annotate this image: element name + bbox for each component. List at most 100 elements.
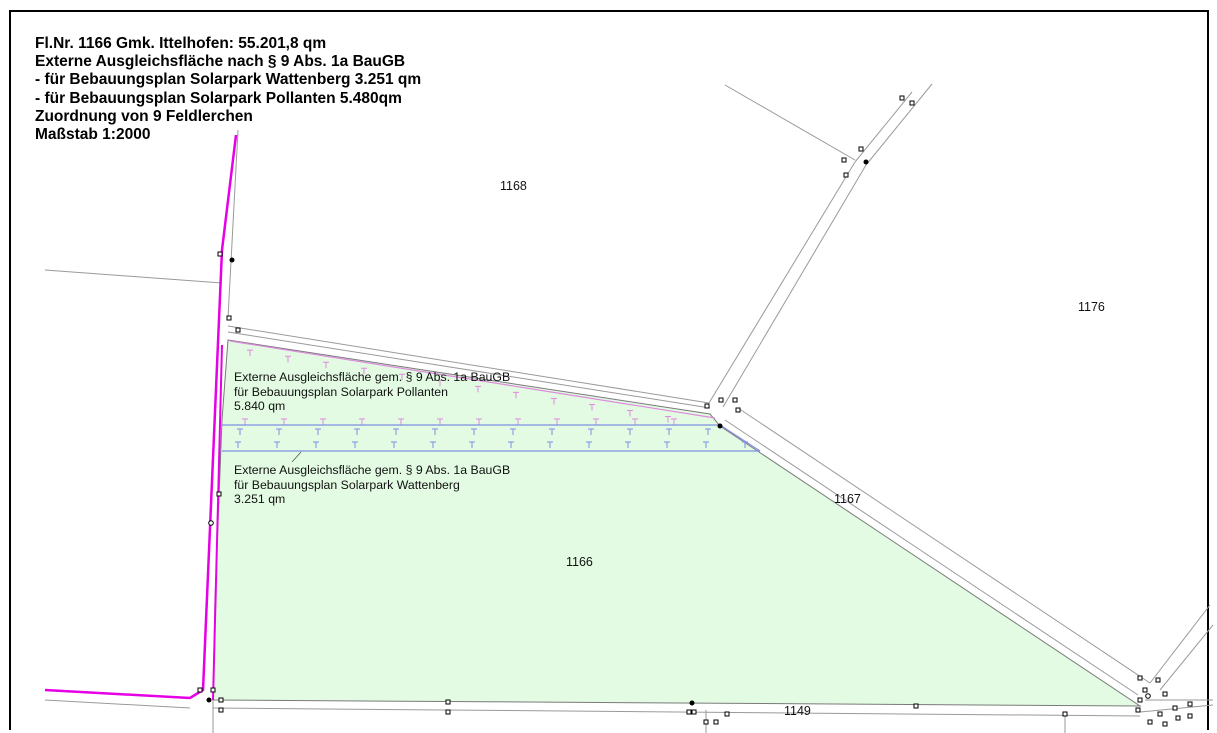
pollanten-hatch-symbol <box>515 418 521 425</box>
boundary-marker <box>1162 721 1168 727</box>
wattenberg-label-line2: für Bebauungsplan Solarpark Wattenberg <box>234 477 460 492</box>
wattenberg-hatch-symbol <box>276 428 282 435</box>
wattenberg-right-edge <box>719 424 761 452</box>
pollanten-hatch-symbol <box>476 418 482 425</box>
boundary-marker <box>1187 701 1193 707</box>
boundary-ring-marker <box>208 520 214 526</box>
boundary-marker <box>691 709 697 715</box>
boundary-marker <box>1162 691 1168 697</box>
map-header: Fl.Nr. 1166 Gmk. Ittelhofen: 55.201,8 qm… <box>35 35 421 144</box>
pollanten-hatch-symbol <box>632 418 638 425</box>
wattenberg-hatch-symbol <box>352 441 358 448</box>
pollanten-hatch-symbol <box>361 367 367 375</box>
pollanten-label-line2: für Bebauungsplan Solarpark Pollanten <box>234 384 448 399</box>
pollanten-hatch-symbols <box>242 349 677 425</box>
pollanten-hatch-symbol <box>671 418 677 425</box>
wattenberg-hatch-symbol <box>315 428 321 435</box>
pollanten-hatch-symbol <box>513 391 519 399</box>
boundary-marker <box>718 397 724 403</box>
header-line-larks: Zuordnung von 9 Feldlerchen <box>35 107 253 125</box>
boundary-marker <box>735 407 741 413</box>
pollanten-hatch-symbol <box>285 355 291 363</box>
pollanten-hatch-symbol <box>551 397 557 405</box>
pollanten-area-label: Externe Ausgleichsfläche gem. § 9 Abs. 1… <box>234 370 510 414</box>
boundary-marker <box>724 711 730 717</box>
boundary-marker <box>732 397 738 403</box>
wattenberg-hatch-symbol <box>549 428 555 435</box>
boundary-marker <box>713 719 719 725</box>
boundary-marker <box>858 146 864 152</box>
wattenberg-hatch-symbols <box>235 428 748 448</box>
boundary-point <box>206 697 212 703</box>
wattenberg-hatch-symbol <box>703 441 709 448</box>
parcel-number-1166: 1166 <box>566 555 593 569</box>
header-line-compensation: Externe Ausgleichsfläche nach § 9 Abs. 1… <box>35 53 406 71</box>
pollanten-hatch-symbol <box>665 416 671 423</box>
boundary-marker <box>704 403 710 409</box>
boundary-marker <box>217 251 223 257</box>
header-line-pollanten: - für Bebauungsplan Solarpark Pollanten … <box>35 89 402 107</box>
pollanten-hatch-symbol <box>323 361 329 369</box>
boundary-marker <box>210 687 216 693</box>
pollanten-hatch-symbol <box>247 349 253 357</box>
wattenberg-hatch-symbol <box>705 428 711 435</box>
pollanten-hatch-symbol <box>359 418 365 425</box>
wattenberg-label-area: 3.251 qm <box>234 492 286 507</box>
wattenberg-hatch-symbol <box>666 428 672 435</box>
boundary-marker <box>1187 713 1193 719</box>
pollanten-hatch-symbol <box>399 373 405 381</box>
wattenberg-hatch-symbol <box>625 441 631 448</box>
boundary-marker <box>1135 707 1141 713</box>
boundary-marker <box>899 95 905 101</box>
pollanten-hatch-symbol <box>589 403 595 411</box>
parcel-number-1167: 1167 <box>834 492 861 506</box>
boundary-marker <box>686 709 692 715</box>
boundary-marker <box>909 100 915 106</box>
boundary-marker <box>1175 715 1181 721</box>
wattenberg-area-label: Externe Ausgleichsfläche gem. § 9 Abs. 1… <box>234 463 510 507</box>
boundary-marker <box>218 707 224 713</box>
pollanten-hatch-symbol <box>437 418 443 425</box>
wattenberg-hatch-symbol <box>586 441 592 448</box>
boundary-point <box>717 423 723 429</box>
boundary-point <box>689 700 695 706</box>
pollanten-hatch-symbol <box>593 418 599 425</box>
boundary-marker <box>1172 705 1178 711</box>
boundary-marker <box>703 719 709 725</box>
parcel-boundaries <box>44 83 1214 733</box>
parcel-1166-area <box>212 339 1142 707</box>
boundary-marker <box>1155 677 1161 683</box>
wattenberg-hatch-symbol <box>313 441 319 448</box>
boundary-marker <box>913 703 919 709</box>
wattenberg-hatch-symbol <box>235 441 241 448</box>
boundary-marker <box>1157 711 1163 717</box>
wattenberg-hatch-symbol <box>469 441 475 448</box>
pollanten-hatch-symbol <box>398 418 404 425</box>
wattenberg-hatch-symbol <box>274 441 280 448</box>
pollanten-label-area: 5.840 qm <box>234 399 286 414</box>
pollanten-hatch-symbol <box>320 418 326 425</box>
boundary-marker <box>218 697 224 703</box>
wattenberg-label-line1: Externe Ausgleichsfläche gem. § 9 Abs. 1… <box>234 463 511 477</box>
pollanten-hatch-symbol <box>627 410 633 417</box>
boundary-ring-marker <box>1145 693 1151 699</box>
parcel-number-1168: 1168 <box>500 179 527 193</box>
magenta-inner-boundary <box>212 344 223 701</box>
pollanten-hatch-symbol <box>475 385 481 393</box>
boundary-marker <box>843 172 849 178</box>
boundary-point <box>863 159 869 165</box>
wattenberg-hatch-symbol <box>588 428 594 435</box>
map-frame <box>9 10 1209 730</box>
header-line-scale: Maßstab 1:2000 <box>35 126 151 144</box>
wattenberg-hatch-symbol <box>354 428 360 435</box>
wattenberg-hatch-symbol <box>391 441 397 448</box>
header-line-parcel: Fl.Nr. 1166 Gmk. Ittelhofen: 55.201,8 qm <box>35 35 327 52</box>
boundary-marker <box>235 327 241 333</box>
wattenberg-hatch-symbol <box>237 428 243 435</box>
boundary-marker <box>1062 711 1068 717</box>
wattenberg-hatch-symbol <box>508 441 514 448</box>
boundary-markers <box>197 95 1193 727</box>
boundary-marker <box>1142 687 1148 693</box>
boundary-marker <box>1147 719 1153 725</box>
